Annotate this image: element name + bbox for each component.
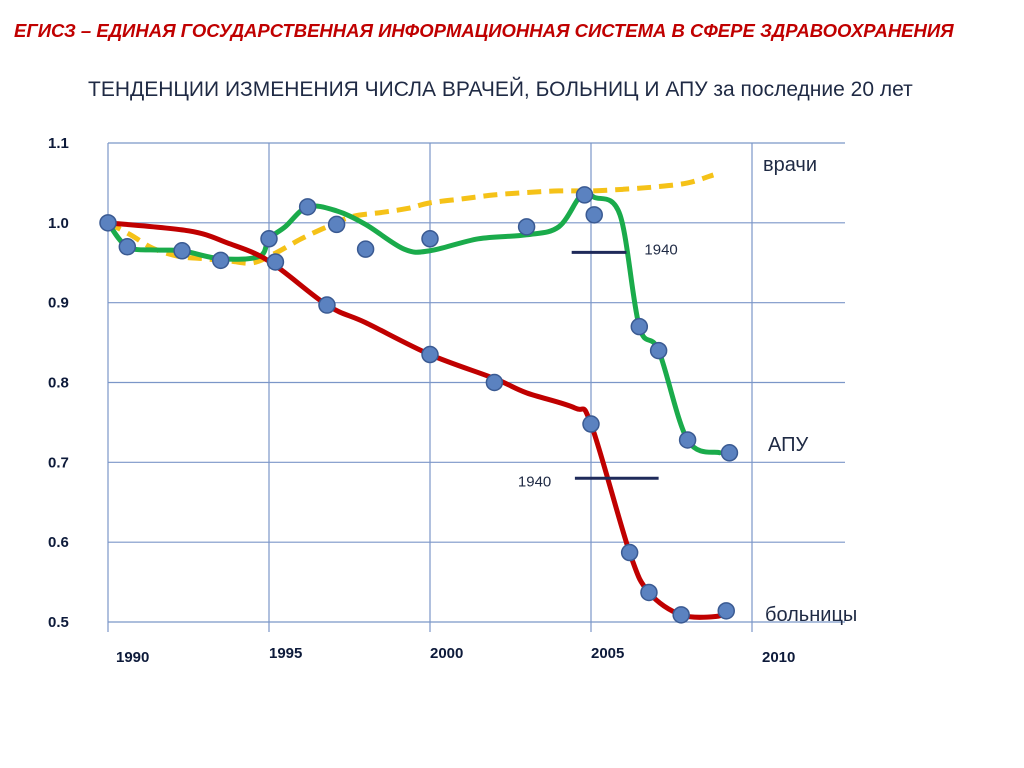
data-point xyxy=(517,218,536,236)
chart-grid xyxy=(107,142,845,632)
reference-label: 1940 xyxy=(644,241,677,258)
y-tick-label: 1.1 xyxy=(48,135,69,152)
chart-labels: врачи АПУ больницы xyxy=(763,154,857,626)
data-point xyxy=(575,186,594,204)
data-point xyxy=(585,206,603,224)
y-tick-label: 0.7 xyxy=(48,454,69,471)
data-point xyxy=(720,444,739,462)
y-tick-label: 0.5 xyxy=(48,614,69,631)
data-point xyxy=(630,317,649,336)
data-point xyxy=(298,198,317,216)
x-tick-label: 1995 xyxy=(269,645,302,662)
data-point xyxy=(582,415,600,433)
series-line-0 xyxy=(106,172,715,266)
header-title: ЕГИСЗ – ЕДИНАЯ ГОСУДАРСТВЕННАЯ ИНФОРМАЦИ… xyxy=(14,20,954,41)
data-point xyxy=(266,253,285,271)
data-point xyxy=(118,238,137,256)
reference-label: 1940 xyxy=(518,473,551,490)
x-tick-label: 1990 xyxy=(116,649,149,666)
data-point xyxy=(356,240,375,258)
data-point xyxy=(485,373,504,392)
y-tick-label: 1.0 xyxy=(48,215,69,232)
data-point xyxy=(620,543,639,562)
data-point xyxy=(421,345,439,364)
y-tick-label: 0.8 xyxy=(48,375,69,392)
data-point xyxy=(211,251,230,270)
series-label: АПУ xyxy=(768,434,808,456)
data-point xyxy=(318,296,336,314)
chart-title: ТЕНДЕНЦИИ ИЗМЕНЕНИЯ ЧИСЛА ВРАЧЕЙ, БОЛЬНИ… xyxy=(88,78,913,101)
x-tick-label: 2005 xyxy=(591,645,624,662)
data-point xyxy=(672,606,690,624)
series-line-2 xyxy=(105,220,729,620)
x-tick-label: 2010 xyxy=(762,649,795,666)
data-point xyxy=(678,431,697,449)
chart-axes: 1.1 1.0 0.9 0.8 0.7 0.6 0.5 1990 1995 2000 2005 201… xyxy=(48,135,795,666)
series-label: врачи xyxy=(763,154,817,176)
y-tick-label: 0.9 xyxy=(48,295,69,312)
data-point xyxy=(717,602,735,620)
data-point xyxy=(260,230,278,248)
data-point xyxy=(327,215,346,234)
data-point xyxy=(640,583,658,602)
data-point xyxy=(649,341,668,360)
chart-annotations: 1940 1940 xyxy=(518,241,678,490)
x-tick-label: 2000 xyxy=(430,645,463,662)
y-tick-label: 0.6 xyxy=(48,534,69,551)
data-point xyxy=(173,242,191,260)
data-point xyxy=(99,214,117,232)
data-point xyxy=(421,230,439,248)
chart-markers xyxy=(99,186,739,624)
series-label: больницы xyxy=(765,604,857,626)
